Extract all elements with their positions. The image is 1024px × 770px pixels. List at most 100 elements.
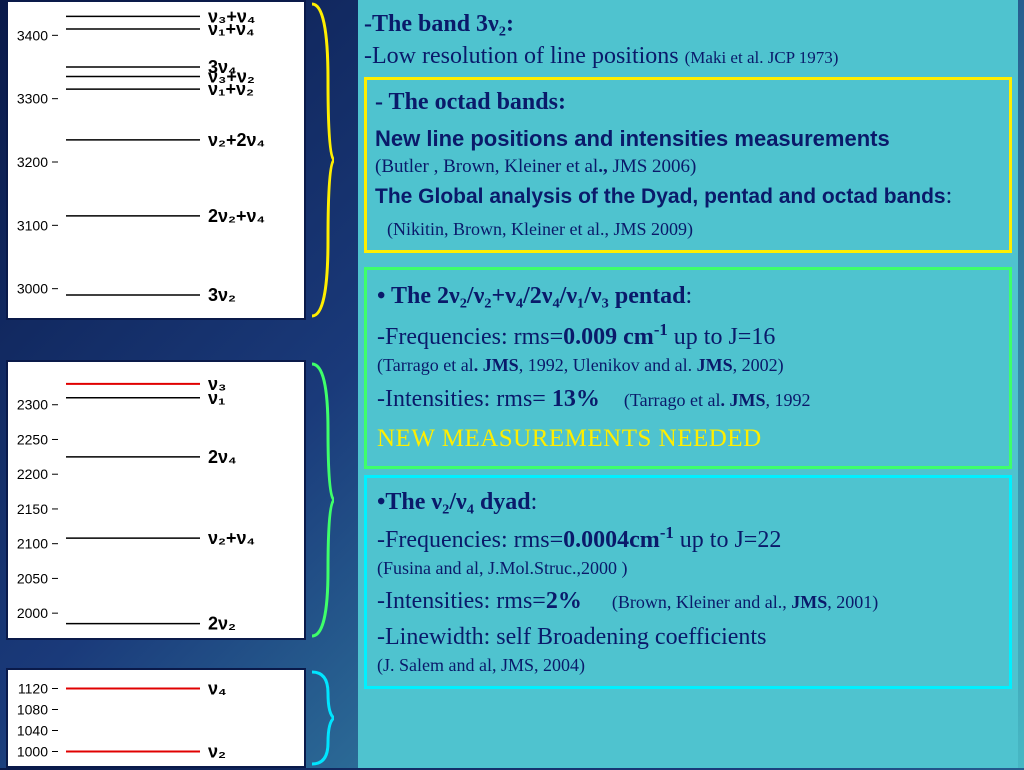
level-panel-pentad: 2000205021002150220022502300ν₃ν₁2ν₄ν₂+ν₄… (6, 360, 306, 640)
b3l1c: dyad (474, 489, 531, 515)
b3l4b: 2% (546, 588, 582, 614)
svg-text:2ν₂: 2ν₂ (208, 614, 236, 634)
b2l3a: (Tarrago et al (377, 355, 474, 375)
text-column: -The band 3ν₂: -Low resolution of line p… (358, 0, 1018, 768)
pentad-heading: • The 2ν₂/ν₂+ν₄/2ν₄/ν₁/ν₃ pentad: (377, 280, 999, 312)
b1l1b: octad (435, 89, 491, 115)
svg-text:2050: 2050 (17, 570, 48, 586)
b3l2c: -1 (660, 523, 674, 542)
dyad-heading: •The ν₂/ν₄ dyad: (377, 486, 999, 518)
svg-text:3400: 3400 (17, 27, 48, 43)
octad-line4: The Global analysis of the Dyad, pentad … (375, 180, 1001, 245)
brace-dyad (310, 668, 334, 768)
t1c: : (506, 11, 514, 37)
energy-level-column: 30003100320033003400ν₃+ν₄ν₁+ν₄3ν₄ν₃+ν₂ν₁… (0, 0, 325, 768)
b3l2a: -Frequencies: rms= (377, 527, 563, 553)
svg-text:3300: 3300 (17, 91, 48, 107)
svg-text:1000: 1000 (17, 744, 48, 760)
svg-text:1040: 1040 (17, 723, 48, 739)
b1l1c: bands: (491, 89, 566, 115)
svg-text:ν₂+2ν₄: ν₂+2ν₄ (208, 130, 265, 150)
b2l1b: 2ν₂/ν₂+ν₄/2ν₄/ν₁/ν₃ (437, 283, 609, 309)
svg-text:ν₂+ν₄: ν₂+ν₄ (208, 528, 255, 548)
b2l4d: . JMS (721, 390, 766, 410)
octad-line3: (Butler , Brown, Kleiner et al., JMS 200… (375, 154, 1001, 180)
svg-text:2000: 2000 (17, 605, 48, 621)
svg-text:2ν₄: 2ν₄ (208, 447, 237, 467)
b2l3c: , 1992, Ulenikov and al. (519, 355, 697, 375)
dyad-ref2: (J. Salem and al, JMS, 2004) (377, 653, 999, 677)
dyad-intens: -Intensities: rms=2% (Brown, Kleiner and… (377, 585, 999, 617)
b2l2b: 0.009 cm (563, 324, 654, 350)
b2l1d: : (686, 283, 693, 309)
band-3nu2-note: -Low resolution of line positions (Maki … (364, 40, 1012, 72)
svg-text:1120: 1120 (18, 681, 48, 697)
svg-text:3ν₂: 3ν₂ (208, 285, 236, 305)
b2l4b: 13% (552, 386, 600, 412)
b1l3c: ., (598, 156, 612, 177)
b2l4e: , 1992 (766, 390, 811, 410)
svg-text:1080: 1080 (17, 702, 48, 718)
svg-text:ν₄: ν₄ (208, 679, 227, 699)
b1l4a: The Global analysis of the Dyad, pentad … (375, 185, 946, 208)
svg-text:2200: 2200 (17, 466, 48, 482)
pentad-needed: NEW MEASUREMENTS NEEDED (377, 422, 999, 456)
t1b: 3ν₂ (476, 11, 506, 37)
brace-pentad (310, 360, 334, 640)
b1l4b: : (946, 183, 953, 209)
t2b: (Maki et al. JCP 1973) (685, 48, 839, 67)
dyad-freq: -Frequencies: rms=0.0004cm-1 up to J=22 (377, 522, 999, 556)
pentad-ref1: (Tarrago et al. JMS, 1992, Ulenikov and … (377, 353, 999, 377)
b3l2d: up to J=22 (674, 527, 782, 553)
b3l4c: (Brown, Kleiner and al., (612, 592, 791, 612)
b2l2c: -1 (654, 320, 668, 339)
b1l3d: JMS 2006) (612, 156, 696, 177)
b2l3e: , 2002) (733, 355, 784, 375)
svg-text:2300: 2300 (17, 397, 48, 413)
b2l4c: (Tarrago et al (624, 390, 721, 410)
svg-text:ν₁: ν₁ (208, 388, 225, 408)
level-panel-octad: 30003100320033003400ν₃+ν₄ν₁+ν₄3ν₄ν₃+ν₂ν₁… (6, 0, 306, 320)
pentad-intens: -Intensities: rms= 13% (Tarrago et al. J… (377, 383, 999, 415)
b2l3d: JMS (697, 355, 733, 375)
svg-text:3000: 3000 (17, 281, 48, 297)
b3l4a: -Intensities: rms= (377, 588, 546, 614)
svg-text:2100: 2100 (17, 536, 48, 552)
t2a: -Low resolution of line positions (364, 43, 685, 69)
b3l2b: 0.0004cm (563, 527, 660, 553)
level-panel-dyad: 1000 1040 1080 1120 ν₄ ν₂ (6, 668, 306, 768)
t1a: -The band (364, 11, 476, 37)
dyad-ref1: (Fusina and al, J.Mol.Struc.,2000 ) (377, 556, 999, 580)
b2l1c: pentad (609, 283, 686, 309)
svg-text:ν₂: ν₂ (208, 742, 226, 762)
octad-line2: New line positions and intensities measu… (375, 124, 1001, 154)
b3l4e: , 2001) (827, 592, 878, 612)
b2l1a: • The (377, 283, 437, 309)
octad-box: - The octad bands: New line positions an… (364, 77, 1012, 254)
b3l1a: •The (377, 489, 431, 515)
svg-text:ν₁+ν₂: ν₁+ν₂ (208, 79, 254, 99)
svg-text:2ν₂+ν₄: 2ν₂+ν₄ (208, 206, 265, 226)
b2l2a: -Frequencies: rms= (377, 324, 563, 350)
b3l1b: ν₂/ν₄ (431, 489, 474, 515)
svg-text:2150: 2150 (17, 501, 48, 517)
svg-text:3100: 3100 (17, 217, 48, 233)
svg-text:ν₁+ν₄: ν₁+ν₄ (208, 19, 255, 39)
pentad-box: • The 2ν₂/ν₂+ν₄/2ν₄/ν₁/ν₃ pentad: -Frequ… (364, 267, 1012, 468)
band-3nu2-heading: -The band 3ν₂: (364, 8, 1012, 40)
b1l1a: - The (375, 89, 435, 115)
b3l1d: : (531, 489, 538, 515)
b1l4c: (Nikitin, Brown, Kleiner et al., JMS 200… (387, 219, 693, 239)
b2l3b: . JMS (474, 355, 519, 375)
b2l2d: up to J=16 (668, 324, 776, 350)
b2l4a: -Intensities: rms= (377, 386, 552, 412)
pentad-freq: -Frequencies: rms=0.009 cm-1 up to J=16 (377, 319, 999, 353)
octad-heading: - The octad bands: (375, 86, 1001, 118)
svg-text:2250: 2250 (17, 431, 48, 447)
svg-text:3200: 3200 (17, 154, 48, 170)
b1l3b: Butler , Brown, Kleiner et al (381, 156, 598, 177)
b3l4d: JMS (791, 592, 827, 612)
dyad-linewidth: -Linewidth: self Broadening coefficients (377, 621, 999, 653)
dyad-box: •The ν₂/ν₄ dyad: -Frequencies: rms=0.000… (364, 475, 1012, 689)
brace-octad (310, 0, 334, 320)
